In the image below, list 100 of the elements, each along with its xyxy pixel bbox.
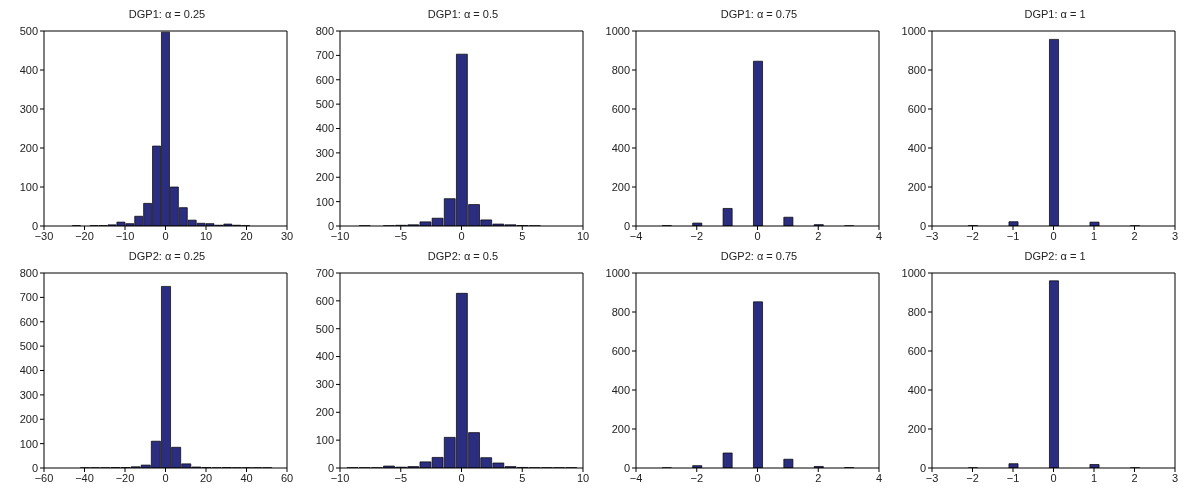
- y-tick-label: 200: [315, 171, 334, 184]
- x-tick-label: −60: [34, 471, 54, 484]
- x-tick-label: 2: [1131, 229, 1138, 242]
- y-tick-label: 200: [19, 413, 38, 426]
- x-tick-label: −40: [75, 471, 94, 484]
- y-tick-label: 600: [907, 344, 926, 357]
- chart-title: DGP2: α = 0.25: [127, 250, 207, 264]
- y-tick-label: 600: [611, 102, 630, 115]
- y-tick-label: 0: [919, 219, 926, 232]
- y-tick-label: 500: [315, 322, 334, 335]
- x-tick-label: 30: [280, 229, 294, 242]
- y-tick-label: 100: [315, 195, 334, 208]
- x-tick-label: 2: [1131, 471, 1138, 484]
- y-tick-label: 400: [907, 383, 926, 396]
- y-tick-label: 400: [611, 141, 630, 154]
- y-tick-label: 800: [315, 24, 334, 37]
- x-tick-label: −10: [330, 471, 350, 484]
- x-tick-label: 1: [1090, 229, 1098, 242]
- y-tick-label: 200: [611, 180, 630, 193]
- chart-title: DGP1: α = 0.75: [719, 8, 799, 22]
- x-tick-label: −3: [925, 229, 939, 242]
- y-tick-label: 0: [919, 461, 926, 474]
- chart-title: DGP1: α = 0.5: [426, 8, 500, 22]
- y-tick-label: 700: [315, 49, 334, 62]
- x-tick-label: 0: [162, 229, 169, 242]
- y-tick-label: 600: [907, 102, 926, 115]
- x-tick-label: −20: [75, 229, 94, 242]
- y-tick-label: 700: [19, 291, 38, 304]
- y-tick-label: 200: [907, 180, 926, 193]
- y-tick-label: 800: [611, 305, 630, 318]
- x-tick-label: 20: [240, 229, 253, 242]
- y-tick-label: 300: [19, 388, 38, 401]
- x-tick-label: 0: [458, 229, 465, 242]
- y-tick-label: 600: [611, 344, 630, 357]
- y-tick-label: 0: [623, 461, 630, 474]
- chart-title: DGP1: α = 0.25: [127, 8, 207, 22]
- x-tick-label: 40: [240, 471, 253, 484]
- y-tick-label: 0: [31, 219, 38, 232]
- y-tick-label: 0: [31, 461, 38, 474]
- x-tick-label: 0: [1050, 229, 1057, 242]
- x-tick-label: 4: [875, 471, 883, 484]
- y-tick-label: 400: [907, 141, 926, 154]
- y-tick-label: 600: [19, 315, 38, 328]
- x-tick-label: 10: [576, 229, 590, 242]
- y-tick-label: 500: [315, 98, 334, 111]
- y-tick-label: 300: [315, 378, 334, 391]
- y-tick-label: 0: [623, 219, 630, 232]
- x-tick-label: 3: [1171, 471, 1179, 484]
- y-tick-label: 400: [315, 122, 334, 135]
- x-tick-label: 4: [875, 229, 883, 242]
- x-tick-label: 2: [815, 229, 822, 242]
- x-tick-label: −2: [966, 229, 979, 242]
- x-tick-label: 10: [199, 229, 213, 242]
- y-tick-label: 300: [315, 146, 334, 159]
- y-tick-label: 100: [19, 437, 38, 450]
- x-tick-label: −3: [925, 471, 939, 484]
- x-tick-label: −2: [690, 471, 704, 484]
- y-tick-label: 200: [907, 422, 926, 435]
- y-tick-label: 600: [315, 294, 334, 307]
- x-tick-label: 5: [519, 229, 526, 242]
- x-tick-label: −10: [115, 229, 135, 242]
- x-tick-label: −4: [629, 471, 643, 484]
- y-tick-label: 200: [611, 422, 630, 435]
- x-tick-label: 3: [1171, 229, 1179, 242]
- x-tick-label: 0: [458, 471, 465, 484]
- x-tick-label: −4: [629, 229, 643, 242]
- x-tick-label: −5: [394, 471, 408, 484]
- x-tick-label: −1: [1006, 229, 1020, 242]
- x-tick-label: 2: [815, 471, 822, 484]
- y-tick-label: 300: [19, 102, 38, 115]
- chart-title: DGP2: α = 1: [1023, 250, 1087, 264]
- x-tick-label: 0: [162, 471, 169, 484]
- y-tick-label: 600: [315, 73, 334, 86]
- x-tick-label: −20: [115, 471, 135, 484]
- x-tick-label: 5: [519, 471, 526, 484]
- y-tick-label: 200: [315, 406, 334, 419]
- y-tick-label: 500: [19, 340, 38, 353]
- y-tick-label: 1000: [901, 266, 926, 279]
- y-tick-label: 0: [327, 461, 334, 474]
- x-tick-label: 20: [199, 471, 213, 484]
- y-tick-label: 1000: [605, 266, 630, 279]
- y-tick-label: 400: [611, 383, 630, 396]
- chart-title: DGP1: α = 1: [1023, 8, 1087, 22]
- x-tick-label: −30: [34, 229, 54, 242]
- x-tick-label: 0: [754, 471, 761, 484]
- x-tick-label: −5: [394, 229, 408, 242]
- y-tick-label: 500: [19, 24, 38, 37]
- y-tick-label: 800: [907, 63, 926, 76]
- y-tick-label: 800: [19, 266, 38, 279]
- y-tick-label: 800: [611, 63, 630, 76]
- y-tick-label: 400: [19, 364, 38, 377]
- y-tick-label: 400: [315, 350, 334, 363]
- x-tick-label: 60: [280, 471, 294, 484]
- chart-title: DGP2: α = 0.5: [426, 250, 500, 264]
- x-tick-label: −2: [690, 229, 704, 242]
- y-tick-label: 0: [327, 219, 334, 232]
- x-tick-label: −1: [1006, 471, 1020, 484]
- y-tick-label: 1000: [901, 24, 926, 37]
- x-tick-label: −10: [330, 229, 350, 242]
- y-tick-label: 800: [907, 305, 926, 318]
